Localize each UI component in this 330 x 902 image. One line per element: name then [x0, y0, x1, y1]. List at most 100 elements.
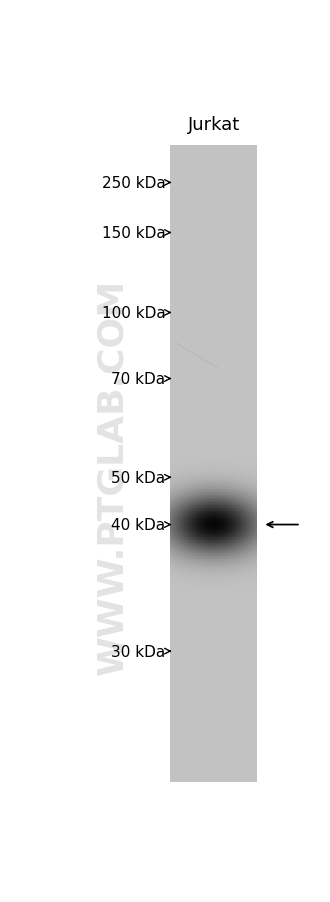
Bar	[170, 283, 257, 286]
Bar	[170, 544, 257, 547]
Bar	[170, 629, 257, 631]
Bar	[170, 688, 257, 691]
Bar	[170, 539, 257, 543]
Bar	[170, 748, 257, 750]
Bar	[170, 512, 257, 515]
Bar	[170, 599, 257, 602]
Bar	[170, 428, 257, 430]
Bar	[170, 332, 257, 335]
Bar	[170, 536, 257, 538]
Bar	[170, 758, 257, 760]
Bar	[170, 398, 257, 400]
Bar	[170, 290, 257, 292]
Bar	[170, 338, 257, 341]
Bar	[170, 154, 257, 157]
Bar	[170, 559, 257, 562]
Bar	[170, 400, 257, 403]
Bar	[170, 557, 257, 559]
Bar	[170, 244, 257, 246]
Bar	[170, 603, 257, 606]
Bar	[170, 302, 257, 305]
Bar	[170, 610, 257, 612]
Bar	[170, 300, 257, 303]
Text: WWW.PTGLAB.COM: WWW.PTGLAB.COM	[96, 279, 130, 675]
Bar	[170, 684, 257, 686]
Bar	[170, 468, 257, 471]
Bar	[170, 446, 257, 449]
Bar	[170, 459, 257, 462]
Bar	[170, 393, 257, 396]
Bar	[170, 750, 257, 752]
Bar	[170, 533, 257, 536]
Bar	[170, 686, 257, 689]
Bar	[170, 690, 257, 693]
Bar	[170, 383, 257, 386]
Bar	[170, 247, 257, 250]
Bar	[170, 457, 257, 460]
Bar	[170, 663, 257, 666]
Bar	[170, 648, 257, 650]
Bar	[170, 175, 257, 179]
Bar	[170, 256, 257, 259]
Bar	[170, 354, 257, 356]
Bar	[170, 654, 257, 657]
Bar	[170, 640, 257, 642]
Bar	[170, 538, 257, 540]
Bar	[170, 567, 257, 570]
Bar	[170, 637, 257, 640]
Bar	[170, 195, 257, 198]
Bar	[170, 207, 257, 210]
Bar	[170, 203, 257, 206]
Bar	[170, 253, 257, 256]
Bar	[170, 451, 257, 454]
Bar	[170, 231, 257, 234]
Bar	[170, 616, 257, 619]
Bar	[170, 743, 257, 746]
Bar	[170, 436, 257, 438]
Bar	[170, 162, 257, 165]
Bar	[170, 245, 257, 248]
Bar	[170, 351, 257, 354]
Bar	[170, 621, 257, 623]
Bar	[170, 695, 257, 697]
Bar	[170, 216, 257, 218]
Bar	[170, 371, 257, 373]
Bar	[170, 377, 257, 380]
Bar	[170, 432, 257, 435]
Bar	[170, 434, 257, 437]
Bar	[170, 396, 257, 399]
Bar	[170, 739, 257, 741]
Bar	[170, 500, 257, 502]
Bar	[170, 171, 257, 174]
Bar	[170, 517, 257, 520]
Bar	[170, 362, 257, 364]
Bar	[170, 593, 257, 595]
Bar	[170, 357, 257, 361]
Bar	[170, 197, 257, 199]
Bar	[170, 726, 257, 729]
Bar	[170, 495, 257, 498]
Bar	[170, 364, 257, 367]
Bar	[170, 286, 257, 289]
Bar	[170, 677, 257, 680]
Bar	[170, 767, 257, 769]
Bar	[170, 192, 257, 195]
Bar	[170, 328, 257, 331]
Bar	[170, 491, 257, 494]
Bar	[170, 148, 257, 151]
Bar	[170, 602, 257, 604]
Bar	[170, 582, 257, 584]
Bar	[170, 410, 257, 413]
Bar	[170, 417, 257, 419]
Bar	[170, 391, 257, 394]
Bar	[170, 184, 257, 187]
Bar	[170, 186, 257, 189]
Bar	[170, 770, 257, 774]
Bar	[170, 318, 257, 320]
Bar	[170, 280, 257, 282]
Bar	[170, 258, 257, 261]
Bar	[170, 150, 257, 152]
Bar	[170, 705, 257, 708]
Bar	[170, 756, 257, 759]
Bar	[170, 520, 257, 523]
